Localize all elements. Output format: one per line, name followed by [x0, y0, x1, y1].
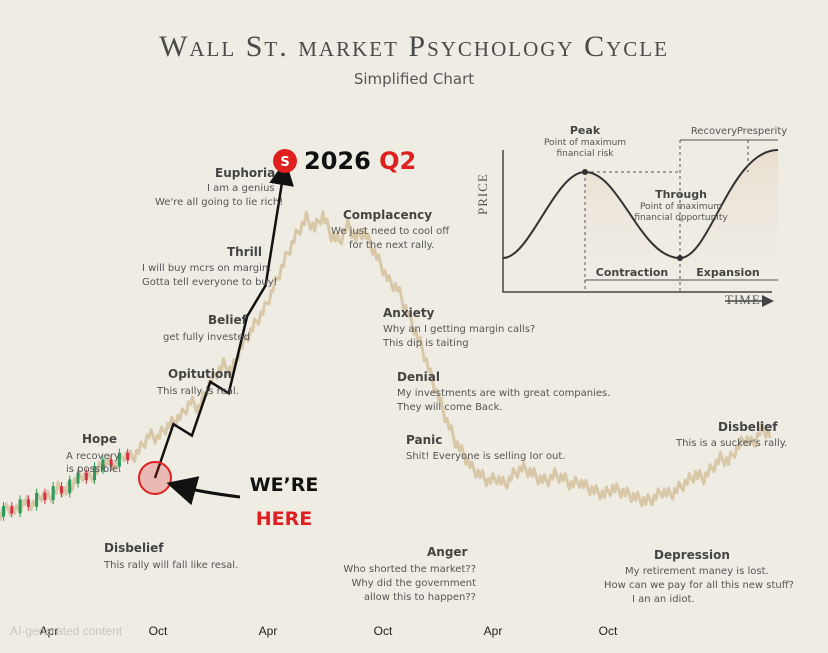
- xtick-3: Oct: [373, 624, 393, 638]
- inset-trough-text-1: Point of maximum: [639, 202, 723, 212]
- phase-disbelief-late-name: Disbelief: [718, 420, 778, 434]
- inset-peak-name: Peak: [569, 124, 601, 137]
- phase-complacency-text-2: for the next rally.: [349, 240, 435, 251]
- phase-anger-text-1: Who shorted the market??: [343, 564, 476, 575]
- xtick-4: Apr: [483, 624, 503, 638]
- target-label: 2026 Q2: [304, 147, 416, 175]
- trough-dot: [677, 255, 683, 261]
- phase-depression-text-2: How can we pay for all this new stuff?: [604, 580, 794, 591]
- candle: [18, 499, 22, 514]
- phase-euphoria-text-1: I am a genius: [207, 183, 275, 194]
- inset-xlabel: TIME: [725, 292, 761, 307]
- target-icon-letter: S: [280, 155, 289, 170]
- phase-anger-name: Anger: [427, 545, 468, 559]
- inset-ylabel: PRICE: [475, 173, 490, 215]
- were-label: WE’RE: [249, 474, 319, 496]
- phase-optimism-text: This rally is real.: [157, 386, 239, 397]
- inset-shading: [585, 150, 778, 292]
- phase-panic-name: Panic: [406, 433, 443, 447]
- projection-line: [153, 160, 294, 479]
- phase-denial-text-2: They will come Back.: [397, 402, 503, 413]
- chart-subtitle: Simplified Chart: [353, 70, 475, 88]
- target-icon: [273, 149, 297, 173]
- phase-complacency-text-1: We just need to cool off: [331, 226, 450, 237]
- phase-disbelief-late-text: This is a sucker's rally.: [676, 438, 788, 449]
- xtick-5: Oct: [598, 624, 618, 638]
- phase-hope-text-2: is possible.: [66, 464, 122, 475]
- inset-recovery: Recovery: [690, 126, 738, 137]
- phase-belief-text: get fully invested: [163, 332, 250, 343]
- phase-depression-text-3: I an an idiot.: [632, 594, 695, 605]
- watermark: AI-generated content: [10, 624, 123, 638]
- phase-anxiety-name: Anxiety: [383, 306, 435, 320]
- xtick-1: Oct: [148, 624, 168, 638]
- phase-panic-text: Shit! Everyone is selling Ior out.: [406, 451, 566, 462]
- candle: [101, 459, 105, 471]
- candle: [109, 459, 113, 467]
- phase-disbelief-early-name: Disbelief: [104, 541, 164, 555]
- phase-optimism-name: Opitution: [168, 367, 232, 381]
- phase-anger-text-2: Why did the government: [351, 578, 476, 589]
- inset-expansion: Expansion: [696, 266, 760, 279]
- candle: [26, 499, 30, 507]
- phase-thrill-text-1: I will buy mcrs on margin.: [142, 263, 272, 274]
- phase-depression-text-1: My retirement maney is lost.: [625, 566, 769, 577]
- inset-peak-text-1: Point of maximum: [543, 138, 627, 148]
- candle: [117, 452, 121, 467]
- target-quarter: Q2: [379, 147, 417, 175]
- chart-title: Wall St. market Psychology Cycle: [159, 30, 669, 63]
- phase-euphoria-name: Euphoria: [215, 166, 276, 180]
- inset-prosperity: Presperity: [736, 126, 788, 137]
- phase-hope-text-1: A recovery: [66, 451, 120, 462]
- inset-contraction: Contraction: [595, 266, 669, 279]
- phase-anxiety-text-2: This dip is taiting: [383, 338, 469, 349]
- phase-anxiety-text-1: Why an I getting margin calls?: [383, 324, 536, 335]
- phase-denial-text-1: My investments are with great companies.: [397, 388, 611, 399]
- projection-arrow: [153, 160, 294, 479]
- candles: [2, 448, 130, 521]
- candle: [10, 506, 14, 514]
- candle: [76, 472, 80, 484]
- phase-complacency-name: Complacency: [343, 208, 433, 222]
- candle: [59, 486, 63, 494]
- candle: [2, 506, 5, 517]
- inset-trough-text-2: financial opportunity: [634, 213, 728, 223]
- xtick-2: Apr: [258, 624, 278, 638]
- candle: [84, 472, 88, 481]
- phase-hope-name: Hope: [82, 432, 118, 446]
- phase-anger-text-3: allow this to happen??: [363, 592, 476, 603]
- phase-thrill-name: Thrill: [227, 245, 262, 259]
- candle: [35, 492, 39, 507]
- here-label: HERE: [255, 508, 313, 530]
- phase-belief-name: Belief: [208, 313, 247, 327]
- phase-depression-name: Depression: [654, 548, 730, 562]
- phase-disbelief-early-text: This rally will fall like resal.: [104, 560, 239, 571]
- xtick-0: Apr: [39, 624, 59, 638]
- candle: [43, 492, 47, 501]
- peak-dot: [582, 169, 588, 175]
- phase-euphoria-text-2: We're all going to lie rich!: [155, 197, 284, 208]
- candle: [68, 479, 72, 494]
- candle: [93, 466, 97, 481]
- candle: [126, 452, 130, 461]
- phase-denial-name: Denial: [397, 370, 440, 384]
- candle: [51, 486, 55, 501]
- inset-peak-text-2: financial risk: [556, 149, 614, 159]
- target-year: 2026: [304, 147, 371, 175]
- current-position-marker: [138, 461, 172, 495]
- phase-thrill-text-2: Gotta tell everyone to buy!: [142, 277, 278, 288]
- inset-trough-name: Through: [655, 188, 707, 201]
- here-arrow: [166, 476, 241, 506]
- inset-cycle-chart: [502, 139, 779, 307]
- inset-curve: [502, 149, 779, 260]
